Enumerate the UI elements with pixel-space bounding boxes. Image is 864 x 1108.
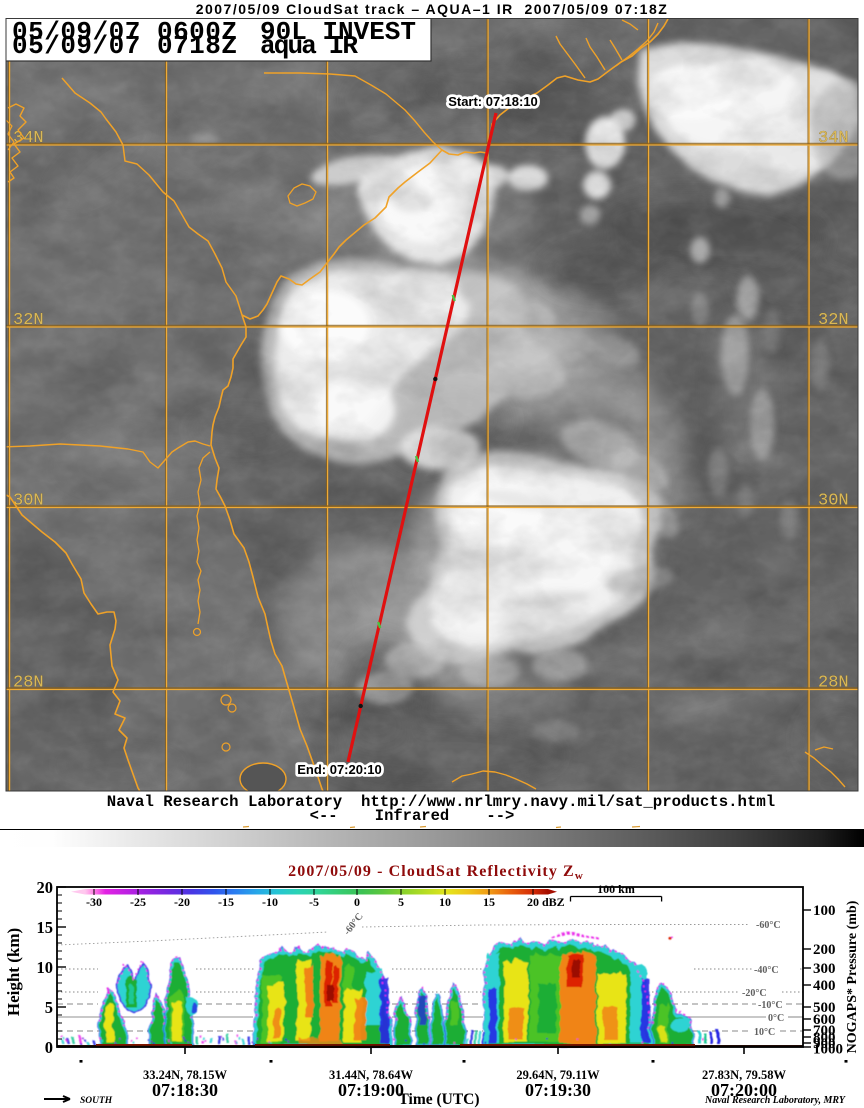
svg-text:-15: -15 <box>218 895 234 909</box>
svg-text:-60°C: -60°C <box>342 911 366 937</box>
svg-text:5: 5 <box>45 998 53 1017</box>
svg-text:33.24N, 78.15W: 33.24N, 78.15W <box>143 1068 228 1082</box>
svg-text:05/09/07 0718Z: 05/09/07 0718Z <box>12 31 237 61</box>
svg-text:300: 300 <box>813 961 836 977</box>
svg-text:10: 10 <box>37 958 54 977</box>
svg-text:Start: 07:18:10: Start: 07:18:10 <box>448 94 538 109</box>
svg-text:-60°C: -60°C <box>756 920 781 931</box>
svg-text:31.44N, 78.64W: 31.44N, 78.64W <box>329 1068 414 1082</box>
svg-text:600: 600 <box>813 1012 836 1028</box>
svg-text:0: 0 <box>354 895 360 909</box>
svg-text:28N: 28N <box>818 674 849 693</box>
svg-text:aqua IR: aqua IR <box>260 31 358 61</box>
svg-text:27.83N, 79.58W: 27.83N, 79.58W <box>702 1068 787 1082</box>
svg-text:30N: 30N <box>818 492 849 511</box>
svg-text:29.64N, 79.11W: 29.64N, 79.11W <box>516 1068 600 1082</box>
svg-text:07:19:30: 07:19:30 <box>525 1080 591 1100</box>
svg-text:700: 700 <box>813 1023 836 1039</box>
svg-text:34N: 34N <box>818 129 849 148</box>
svg-text:400: 400 <box>813 978 836 994</box>
svg-text:5: 5 <box>398 895 404 909</box>
svg-text:End: 07:20:10: End: 07:20:10 <box>297 762 382 777</box>
svg-text:900: 900 <box>813 1036 836 1052</box>
svg-text:2007/05/09 - CloudSat Reflecti: 2007/05/09 - CloudSat Reflectivity Zw <box>288 863 584 882</box>
svg-text:20: 20 <box>37 878 54 897</box>
svg-text:-40°C: -40°C <box>754 965 779 976</box>
svg-text:-10°C: -10°C <box>758 1000 783 1011</box>
svg-text:05/09/07 0600Z: 05/09/07 0600Z <box>12 18 237 47</box>
svg-text:Height (km): Height (km) <box>4 928 23 1016</box>
svg-text:-10: -10 <box>262 895 278 909</box>
svg-text:32N: 32N <box>818 311 849 330</box>
svg-text:Naval Research Laboratory, MRY: Naval Research Laboratory, MRY <box>704 1095 846 1106</box>
svg-text:15: 15 <box>483 895 495 909</box>
svg-text:800: 800 <box>813 1030 836 1046</box>
svg-text:07:18:30: 07:18:30 <box>152 1080 218 1100</box>
svg-text:-20°C: -20°C <box>742 988 767 999</box>
svg-text:07:20:00: 07:20:00 <box>711 1080 777 1100</box>
svg-text:-30: -30 <box>86 895 102 909</box>
svg-text:-20: -20 <box>174 895 190 909</box>
svg-text:90L INVEST: 90L INVEST <box>260 18 416 47</box>
svg-text:SOUTH: SOUTH <box>80 1096 113 1106</box>
svg-text:30N: 30N <box>13 492 44 511</box>
svg-text:15: 15 <box>37 918 54 937</box>
svg-text:500: 500 <box>813 1000 836 1016</box>
svg-text:28N: 28N <box>13 674 44 693</box>
svg-text:-5: -5 <box>309 895 319 909</box>
svg-text:-25: -25 <box>130 895 146 909</box>
svg-text:07:19:00: 07:19:00 <box>338 1080 404 1100</box>
svg-text:20: 20 <box>527 895 539 909</box>
svg-text:10°C: 10°C <box>754 1027 775 1038</box>
svg-text:32N: 32N <box>13 311 44 330</box>
svg-text:10: 10 <box>439 895 451 909</box>
svg-text:34N: 34N <box>13 129 44 148</box>
svg-text:0: 0 <box>45 1038 53 1057</box>
svg-text:100: 100 <box>813 903 836 919</box>
svg-text:100 km: 100 km <box>597 882 635 896</box>
svg-text:Time (UTC): Time (UTC) <box>398 1091 479 1108</box>
svg-text:0°C: 0°C <box>768 1013 784 1024</box>
svg-text:200: 200 <box>813 942 836 958</box>
svg-text:NOGAPS* Pressure (mb): NOGAPS* Pressure (mb) <box>845 900 860 1053</box>
svg-text:1000: 1000 <box>813 1042 843 1058</box>
svg-text:dBZ: dBZ <box>542 895 565 909</box>
